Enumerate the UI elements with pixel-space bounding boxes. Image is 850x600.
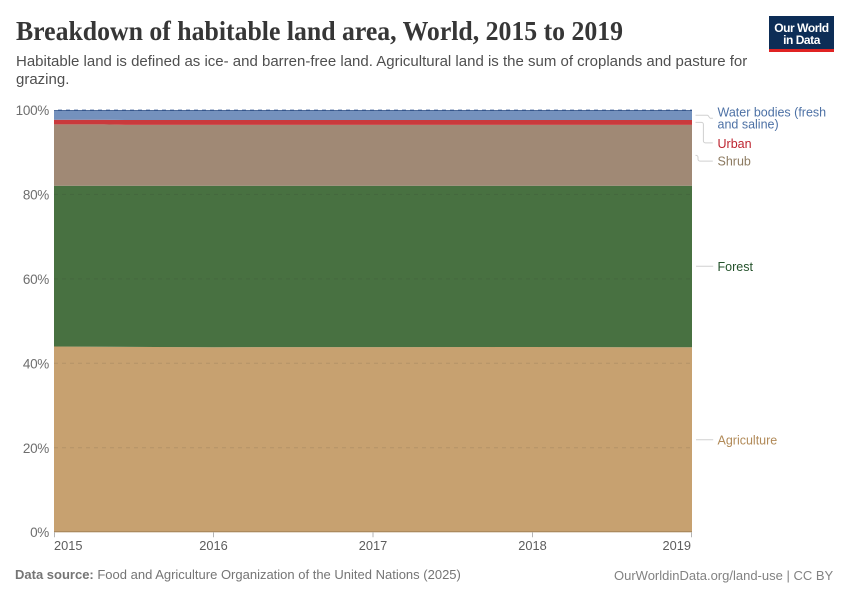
svg-text:Shrub: Shrub: [718, 154, 751, 168]
svg-text:2017: 2017: [359, 538, 387, 553]
svg-text:Agriculture: Agriculture: [718, 434, 778, 448]
svg-text:Forest: Forest: [718, 260, 754, 274]
svg-text:2019: 2019: [663, 538, 691, 553]
svg-text:20%: 20%: [23, 441, 49, 456]
svg-text:40%: 40%: [23, 356, 49, 371]
svg-text:0%: 0%: [30, 525, 49, 540]
svg-text:2018: 2018: [518, 538, 546, 553]
svg-text:Urban: Urban: [718, 137, 752, 151]
svg-text:60%: 60%: [23, 272, 49, 287]
svg-text:Water bodies (fresh: Water bodies (fresh: [718, 105, 827, 119]
svg-text:2015: 2015: [54, 538, 82, 553]
svg-text:80%: 80%: [23, 187, 49, 202]
svg-text:100%: 100%: [16, 103, 50, 118]
svg-text:and saline): and saline): [718, 118, 779, 132]
svg-text:2016: 2016: [199, 538, 227, 553]
